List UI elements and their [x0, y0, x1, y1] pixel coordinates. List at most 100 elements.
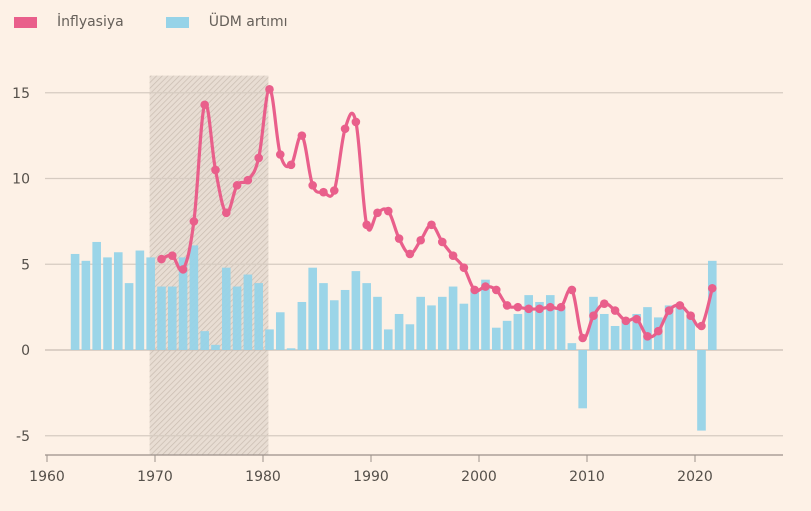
gdp-bar — [707, 260, 717, 350]
gdp-bar — [167, 286, 177, 350]
inflation-point — [556, 302, 566, 312]
x-tick-label: 1990 — [353, 469, 389, 485]
inflation-point — [545, 302, 555, 312]
gdp-bar — [329, 300, 339, 350]
gdp-bar — [221, 267, 231, 350]
inflation-point — [686, 311, 695, 321]
gdp-bar — [437, 296, 447, 350]
inflation-point — [524, 304, 533, 314]
inflation-point — [373, 208, 382, 218]
gdp-bar — [513, 313, 523, 350]
x-tick-label: 2010 — [569, 469, 605, 485]
x-tick-label: 2020 — [677, 469, 713, 485]
gdp-bar — [286, 348, 296, 350]
legend: İnflyasiya ÜDM artımı — [14, 14, 328, 30]
inflation-point — [437, 237, 447, 247]
inflation-point — [578, 333, 587, 343]
gdp-bar — [578, 350, 587, 409]
inflation-point — [157, 254, 166, 264]
inflation-point — [513, 302, 523, 312]
gdp-bar — [416, 296, 425, 350]
gdp-bar — [686, 315, 695, 350]
inflation-point — [340, 124, 350, 134]
inflation-point — [189, 217, 199, 226]
inflation-point — [675, 301, 685, 310]
legend-swatch-inflation — [14, 16, 37, 28]
inflation-point — [167, 251, 177, 260]
gdp-bar — [556, 307, 566, 350]
legend-label-gdp: ÜDM artımı — [208, 14, 288, 30]
x-tick-label: 1960 — [29, 469, 65, 485]
inflation-point — [254, 153, 263, 163]
gdp-bar — [275, 312, 285, 350]
legend-item-gdp: ÜDM artımı — [165, 14, 288, 30]
gdp-bar — [124, 283, 134, 350]
inflation-point — [178, 265, 188, 274]
inflation-point — [211, 165, 220, 175]
gdp-bar — [621, 319, 631, 350]
gdp-bar — [610, 325, 620, 350]
gdp-bar — [92, 241, 101, 350]
inflation-point — [319, 187, 328, 197]
gdp-bar — [599, 313, 609, 350]
gdp-bar — [405, 324, 415, 350]
legend-swatch-gdp — [165, 16, 189, 28]
gdp-bar — [81, 260, 91, 350]
inflation-point — [427, 220, 436, 230]
gdp-bar — [427, 305, 436, 350]
gdp-bar — [481, 279, 490, 350]
inflation-point — [643, 331, 652, 341]
inflation-point — [200, 100, 209, 110]
inflation-point — [610, 306, 620, 315]
y-tick-label: 5 — [21, 257, 30, 273]
gdp-bar — [675, 307, 685, 350]
y-tick-label: 10 — [12, 172, 30, 188]
gdp-bar — [178, 257, 188, 350]
inflation-point — [329, 186, 339, 195]
gdp-bar — [545, 295, 555, 350]
inflation-point — [308, 181, 317, 190]
gdp-bar — [340, 289, 350, 350]
gdp-bar — [211, 344, 220, 350]
inflation-point — [459, 263, 469, 272]
y-tick-label: -5 — [16, 429, 30, 445]
gdp-bar — [697, 350, 706, 431]
inflation-point — [535, 304, 544, 314]
legend-item-inflation: İnflyasiya — [14, 14, 124, 30]
gdp-bar — [589, 296, 598, 350]
gdp-bar — [189, 245, 199, 350]
gdp-bar — [103, 257, 112, 350]
gdp-bar — [351, 271, 361, 350]
gdp-bar — [491, 327, 501, 350]
gdp-bar — [643, 307, 652, 350]
gdp-bar — [157, 286, 166, 350]
inflation-point — [286, 160, 296, 170]
gdp-bar — [319, 283, 328, 350]
inflation-point — [405, 249, 415, 259]
inflation-point — [491, 285, 501, 295]
inflation-point — [394, 234, 404, 243]
inflation-point — [621, 316, 631, 326]
gdp-bar — [373, 296, 382, 350]
inflation-point — [707, 283, 717, 293]
inflation-point — [232, 181, 242, 190]
inflation-point — [502, 301, 512, 310]
inflation-point — [481, 282, 490, 291]
gdp-bar — [535, 301, 544, 350]
gdp-bar — [459, 303, 469, 350]
inflation-point — [221, 208, 231, 218]
x-tick-label: 1980 — [245, 469, 281, 485]
x-tick-label: 1970 — [137, 469, 173, 485]
gdp-bar — [146, 257, 155, 350]
inflation-point — [632, 314, 641, 324]
gdp-bar — [297, 301, 307, 350]
inflation-point — [589, 311, 598, 321]
inflation-point — [697, 321, 706, 331]
inflation-point — [297, 131, 307, 140]
gdp-bar — [243, 274, 253, 350]
inflation-point — [243, 175, 253, 185]
gdp-bar — [448, 286, 458, 350]
gdp-bar — [664, 305, 674, 350]
x-tick-label: 2000 — [461, 469, 497, 485]
